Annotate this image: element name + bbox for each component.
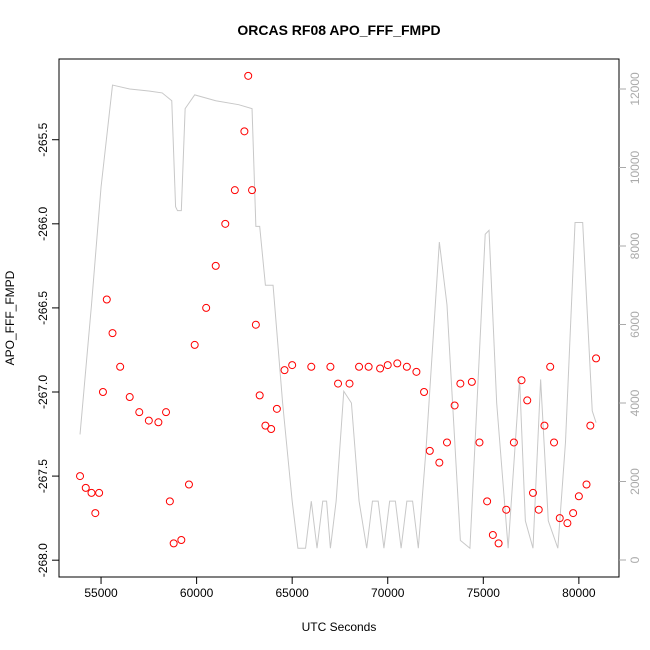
data-point — [190, 340, 199, 349]
x-tick-label: 75000 — [467, 586, 501, 600]
data-point — [494, 539, 503, 548]
data-point — [550, 438, 559, 447]
x-tick-label: 65000 — [275, 586, 309, 600]
data-point — [116, 362, 125, 371]
data-point — [425, 446, 434, 455]
data-point — [420, 388, 429, 396]
data-point — [442, 438, 451, 447]
data-point — [81, 483, 90, 492]
data-point — [456, 379, 465, 388]
data-point — [475, 438, 484, 447]
data-point — [211, 261, 220, 270]
data-point — [307, 362, 316, 371]
data-point — [586, 421, 595, 430]
data-point — [267, 425, 276, 433]
data-point — [280, 366, 289, 375]
data-point — [76, 472, 85, 481]
data-point — [184, 480, 193, 489]
data-point — [251, 320, 260, 329]
y2-tick-label: 12000 — [628, 72, 642, 106]
data-point — [261, 421, 270, 430]
data-point — [569, 509, 578, 518]
data-point — [517, 376, 526, 385]
plot-frame — [58, 58, 620, 578]
x-tick-label: 60000 — [180, 586, 214, 600]
data-point — [523, 396, 532, 405]
data-point — [202, 303, 211, 312]
y-tick-label: -266.0 — [36, 206, 50, 240]
data-point — [534, 505, 543, 514]
y2-tick-label: 2000 — [628, 468, 642, 495]
x-tick-label: 70000 — [371, 586, 405, 600]
data-point — [450, 401, 459, 410]
data-point — [383, 361, 392, 370]
data-point — [108, 329, 117, 338]
data-point — [435, 458, 444, 467]
data-point — [574, 492, 583, 501]
altitude-line — [79, 84, 597, 550]
data-point — [483, 497, 492, 506]
data-point — [154, 418, 163, 427]
data-point — [509, 438, 518, 447]
data-point — [402, 362, 411, 371]
data-point — [165, 497, 174, 506]
chart-title: ORCAS RF08 APO_FFF_FMPD — [237, 22, 440, 38]
data-point — [91, 509, 100, 518]
x-axis-label: UTC Seconds — [302, 620, 377, 634]
data-point — [135, 408, 144, 417]
data-point — [592, 354, 601, 363]
data-point — [326, 362, 335, 371]
data-point — [98, 388, 107, 396]
data-point — [87, 488, 96, 497]
x-tick-label: 80000 — [562, 586, 596, 600]
y-axis-label: APO_FFF_FMPD — [3, 270, 17, 365]
data-point — [364, 362, 373, 371]
data-point — [393, 359, 402, 368]
data-point — [555, 514, 564, 523]
data-point — [255, 391, 264, 400]
data-point — [488, 530, 497, 539]
data-point — [502, 505, 511, 514]
data-point — [528, 488, 537, 497]
data-point — [355, 362, 364, 371]
data-point — [376, 364, 385, 373]
y-tick-label: -267.5 — [36, 459, 50, 493]
data-point — [102, 295, 111, 304]
data-point — [248, 186, 257, 195]
data-point — [563, 519, 572, 528]
data-point — [412, 367, 421, 376]
data-point — [244, 71, 253, 80]
data-point — [95, 488, 104, 497]
data-point — [546, 362, 555, 371]
data-point — [144, 416, 153, 425]
y2-tick-label: 0 — [628, 556, 642, 563]
data-point — [467, 377, 476, 386]
y-tick-label: -267.0 — [36, 375, 50, 409]
data-point — [230, 186, 239, 195]
y2-tick-label: 10000 — [628, 150, 642, 184]
y-tick-label: -268.0 — [36, 543, 50, 577]
data-point — [345, 379, 354, 388]
data-point — [582, 480, 591, 489]
data-point — [288, 361, 297, 370]
data-point — [221, 219, 230, 228]
data-point — [240, 127, 249, 136]
data-point — [125, 393, 134, 402]
x-tick-label: 55000 — [84, 586, 118, 600]
y-tick-label: -265.5 — [36, 122, 50, 156]
y2-tick-label: 8000 — [628, 232, 642, 259]
y2-tick-label: 6000 — [628, 311, 642, 338]
data-point — [334, 379, 343, 388]
data-point — [162, 408, 171, 417]
data-point — [169, 539, 178, 548]
y2-tick-label: 4000 — [628, 389, 642, 416]
data-point — [177, 536, 186, 544]
data-point — [540, 421, 549, 430]
data-point — [272, 404, 281, 413]
y-tick-label: -266.5 — [36, 291, 50, 325]
